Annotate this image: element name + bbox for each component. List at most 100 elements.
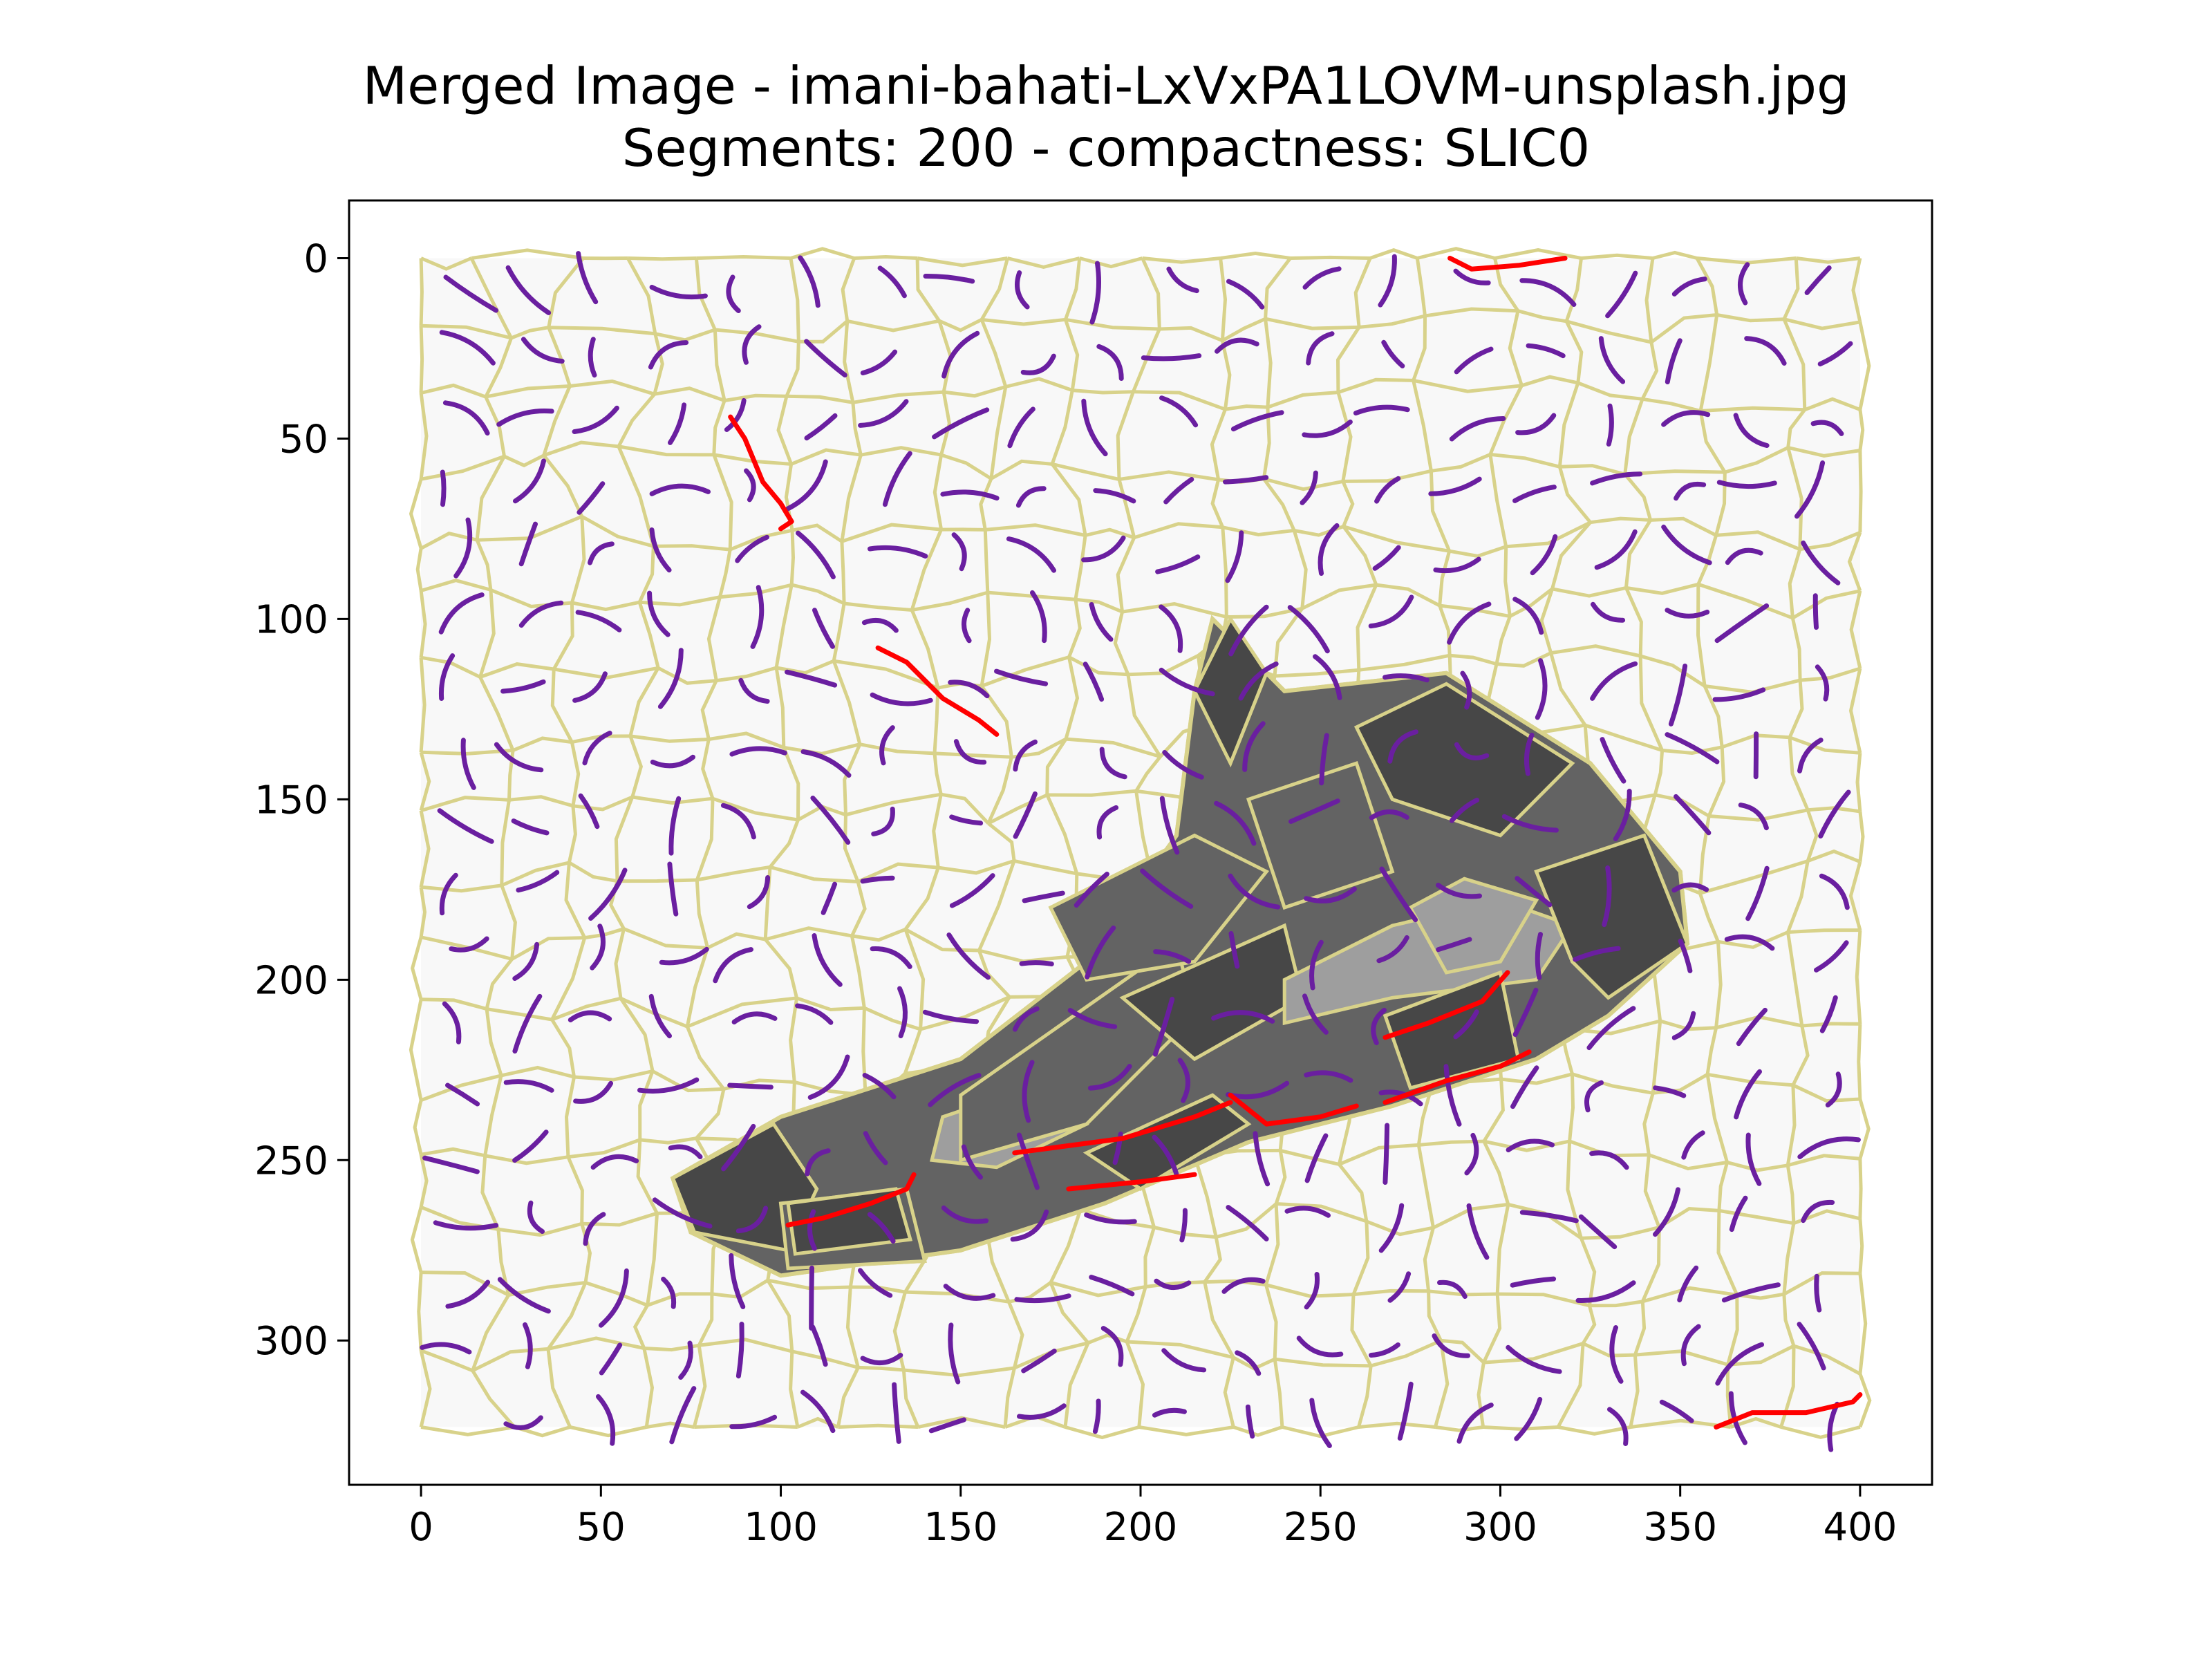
boundary-segment [1494,615,1512,665]
boundary-segment [655,328,716,342]
boundary-segment [694,258,717,330]
boundary-segment [485,1009,503,1076]
boundary-segment [1483,1342,1584,1365]
merge-curve [1653,1085,1687,1098]
boundary-segment [1350,1294,1373,1367]
merge-curve [1318,523,1340,576]
merge-curve [1814,1273,1822,1313]
boundary-segment [1264,318,1273,408]
boundary-segment [1049,1282,1090,1344]
boundary-segment [1849,590,1862,669]
merge-curve [500,679,546,694]
merge-curve [810,796,851,845]
merge-curve [649,527,672,573]
merge-curve [1665,338,1683,384]
merge-curve [1733,413,1770,448]
boundary-segment [836,1367,860,1427]
boundary-segment [1483,1425,1559,1431]
merge-curve [443,274,498,313]
boundary-segment [574,1069,653,1082]
merge-curve [1304,1070,1353,1083]
boundary-segment [1716,530,1801,552]
merge-curve [1801,540,1841,585]
boundary-segment [1427,1291,1443,1342]
merge-curve [1228,931,1240,969]
boundary-segment [708,731,785,749]
merge-curve [1021,1349,1057,1374]
boundary-segment [980,685,1013,758]
merge-curve [863,1131,888,1165]
boundary-segment [409,478,423,549]
merge-curve [858,399,909,428]
merge-curve [812,933,843,987]
boundary-segment [1503,546,1512,617]
boundary-segment [409,999,423,1101]
boundary-segment [845,792,941,817]
merge-curve [588,541,615,565]
boundary-segment [932,794,943,868]
boundary-segment [1848,861,1862,931]
boundary-segment [1338,377,1414,394]
boundary-segment [1301,583,1377,610]
boundary-segment [485,957,514,1010]
merge-curve [1515,876,1553,908]
merge-curve [1006,536,1056,573]
merge-curve [1238,661,1279,701]
merge-curve [1712,687,1766,702]
boundary-segment [1370,1339,1442,1368]
boundary-segment [420,883,503,893]
boundary-segment [1265,1283,1354,1298]
merge-curve [1382,1123,1390,1185]
merge-curve [650,754,695,769]
boundary-segment [581,515,654,548]
merge-curve [870,692,933,706]
boundary-segment [1557,382,1580,467]
merge-curve [1089,261,1102,325]
merge-curve [1510,1276,1557,1288]
merge-curve [668,402,687,445]
boundary-segment [1707,747,1726,817]
boundary-segment [1782,318,1807,410]
boundary-segment [1051,462,1120,481]
merge-curve [1818,789,1851,838]
boundary-segment [1564,320,1584,384]
merge-curve [1081,398,1108,457]
merge-curve [867,1212,896,1244]
merge-curve [1226,279,1265,310]
merge-curve [582,731,612,766]
merge-curve [437,808,494,844]
boundary-segment [843,814,860,883]
merge-curve [1007,406,1035,449]
boundary-segment [1786,447,1803,550]
boundary-segment [1356,584,1378,671]
boundary-segment [1483,1139,1571,1152]
merge-curve [1605,270,1638,319]
boundary-segment [1338,1163,1369,1222]
boundary-segment [1113,611,1130,675]
boundary-segment [552,602,574,671]
boundary-segment [1717,1161,1730,1211]
merge-curve [729,1253,746,1309]
merge-curve [860,1353,903,1365]
merge-curve [807,1054,850,1100]
boundary-segment [1134,756,1162,792]
merge-curve [1680,1324,1701,1367]
boundary-segment [791,523,843,543]
boundary-segment [1193,1156,1218,1238]
merge-curve [678,1340,693,1380]
merge-curve [1379,866,1418,923]
merge-curve [1524,732,1535,776]
merge-curve [922,1009,980,1024]
boundary-segment [932,454,944,530]
boundary-segment [919,995,1011,1031]
boundary-segment [1848,668,1862,753]
merge-curve [1288,798,1340,824]
merge-curve [1030,590,1047,644]
boundary-segment [475,456,506,541]
merge-curve [1296,1335,1344,1358]
boundary-segment [1225,404,1268,411]
boundary-segment [1858,1218,1864,1274]
merge-curve [647,590,671,637]
boundary-segment [1413,378,1522,393]
boundary-segment [832,603,846,662]
